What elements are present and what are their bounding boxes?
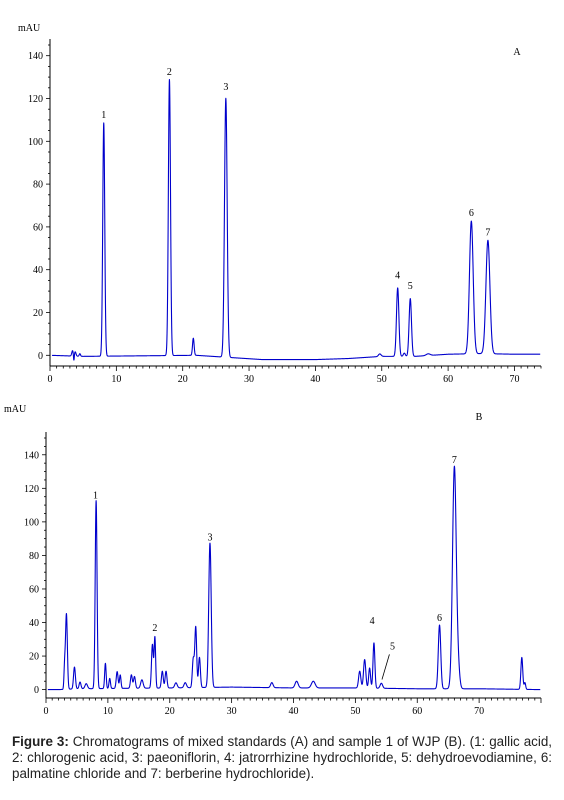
panel-label: A: [513, 47, 521, 58]
peak-label-4: 4: [395, 270, 400, 281]
x-tick-label: 20: [165, 706, 175, 717]
chromatogram-trace: [51, 78, 541, 361]
x-tick-label: 30: [227, 706, 237, 717]
y-tick-label: 100: [24, 517, 39, 528]
x-tick-label: 50: [377, 374, 387, 385]
peak-5-leader-line: [381, 654, 390, 680]
peak-label-5: 5: [390, 641, 395, 652]
peak-label-1: 1: [101, 110, 106, 121]
panel-label: B: [476, 412, 483, 423]
x-tick-label: 10: [103, 706, 113, 717]
x-tick-label: 10: [111, 374, 121, 385]
peak-label-7: 7: [485, 227, 490, 238]
x-tick-label: 20: [178, 374, 188, 385]
y-tick-label: 0: [34, 685, 39, 696]
x-tick-label: 40: [310, 374, 320, 385]
x-tick-label: 70: [474, 706, 484, 717]
peak-label-3: 3: [223, 82, 228, 93]
peak-label-6: 6: [469, 208, 474, 219]
peak-label-5: 5: [408, 281, 413, 292]
peak-label-4: 4: [370, 616, 375, 627]
peak-label-3: 3: [207, 532, 212, 543]
x-tick-label: 0: [48, 374, 53, 385]
x-tick-label: 40: [289, 706, 299, 717]
y-axis-label: mAU: [18, 23, 41, 34]
y-tick-label: 100: [28, 137, 43, 148]
y-tick-label: 140: [28, 51, 43, 62]
y-tick-label: 0: [38, 351, 43, 362]
chromatogram-a: 0 20 40 60 80 100 120 140 0 10 20 30 40 50 60 70 mAU A 1 2 3…: [18, 23, 542, 385]
x-tick-label: 60: [412, 706, 422, 717]
chromatogram-trace: [47, 465, 541, 691]
y-tick-label: 120: [28, 94, 43, 105]
x-tick-label: 30: [244, 374, 254, 385]
peak-label-2: 2: [152, 623, 157, 634]
y-tick-label: 40: [29, 618, 39, 629]
y-tick-label: 140: [24, 450, 39, 461]
caption-label: Figure 3:: [12, 734, 69, 749]
peak-label-6: 6: [437, 613, 442, 624]
figure-caption: Figure 3: Chromatograms of mixed standar…: [12, 734, 552, 782]
peak-label-1: 1: [93, 490, 98, 501]
y-tick-label: 20: [29, 652, 39, 663]
y-tick-label: 40: [33, 265, 43, 276]
y-tick-label: 80: [33, 180, 43, 191]
chromatogram-b: 0 20 40 60 80 100 120 140 0 10 20 30 40 50 60 70 mAU B 1 2 3…: [4, 404, 542, 717]
y-tick-label: 120: [24, 484, 39, 495]
x-tick-label: 0: [44, 706, 49, 717]
y-axis-label: mAU: [4, 404, 27, 415]
y-tick-label: 20: [33, 308, 43, 319]
y-tick-label: 80: [29, 551, 39, 562]
peak-label-7: 7: [452, 455, 457, 466]
x-tick-label: 70: [509, 374, 519, 385]
caption-text: Chromatograms of mixed standards (A) and…: [12, 734, 552, 781]
x-tick-label: 50: [350, 706, 360, 717]
x-tick-label: 60: [443, 374, 453, 385]
y-tick-label: 60: [29, 584, 39, 595]
y-tick-label: 60: [33, 222, 43, 233]
peak-label-2: 2: [167, 67, 172, 78]
